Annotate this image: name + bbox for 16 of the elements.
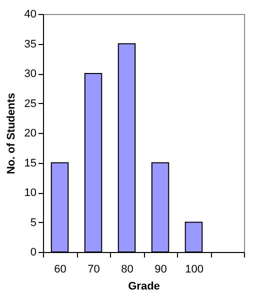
y-tick-label: 35	[24, 38, 36, 50]
x-tick-label: 90	[154, 264, 167, 276]
y-tick-label: 20	[24, 128, 36, 140]
x-tick-label: 70	[88, 264, 100, 276]
x-tick-label: 100	[185, 264, 204, 276]
y-tick-label: 10	[24, 187, 36, 199]
x-axis-title: Grade	[128, 280, 160, 292]
y-tick-label: 5	[30, 216, 36, 229]
y-tick-label: 0	[30, 246, 36, 258]
x-tick-label: 80	[121, 264, 134, 276]
y-tick-label: 25	[24, 98, 36, 110]
y-tick-label: 15	[24, 157, 36, 170]
y-axis-title: No. of Students	[5, 92, 18, 174]
y-tick-label: 40	[24, 8, 36, 20]
y-tick-label: 30	[24, 68, 36, 80]
x-tick-label: 60	[54, 264, 66, 276]
